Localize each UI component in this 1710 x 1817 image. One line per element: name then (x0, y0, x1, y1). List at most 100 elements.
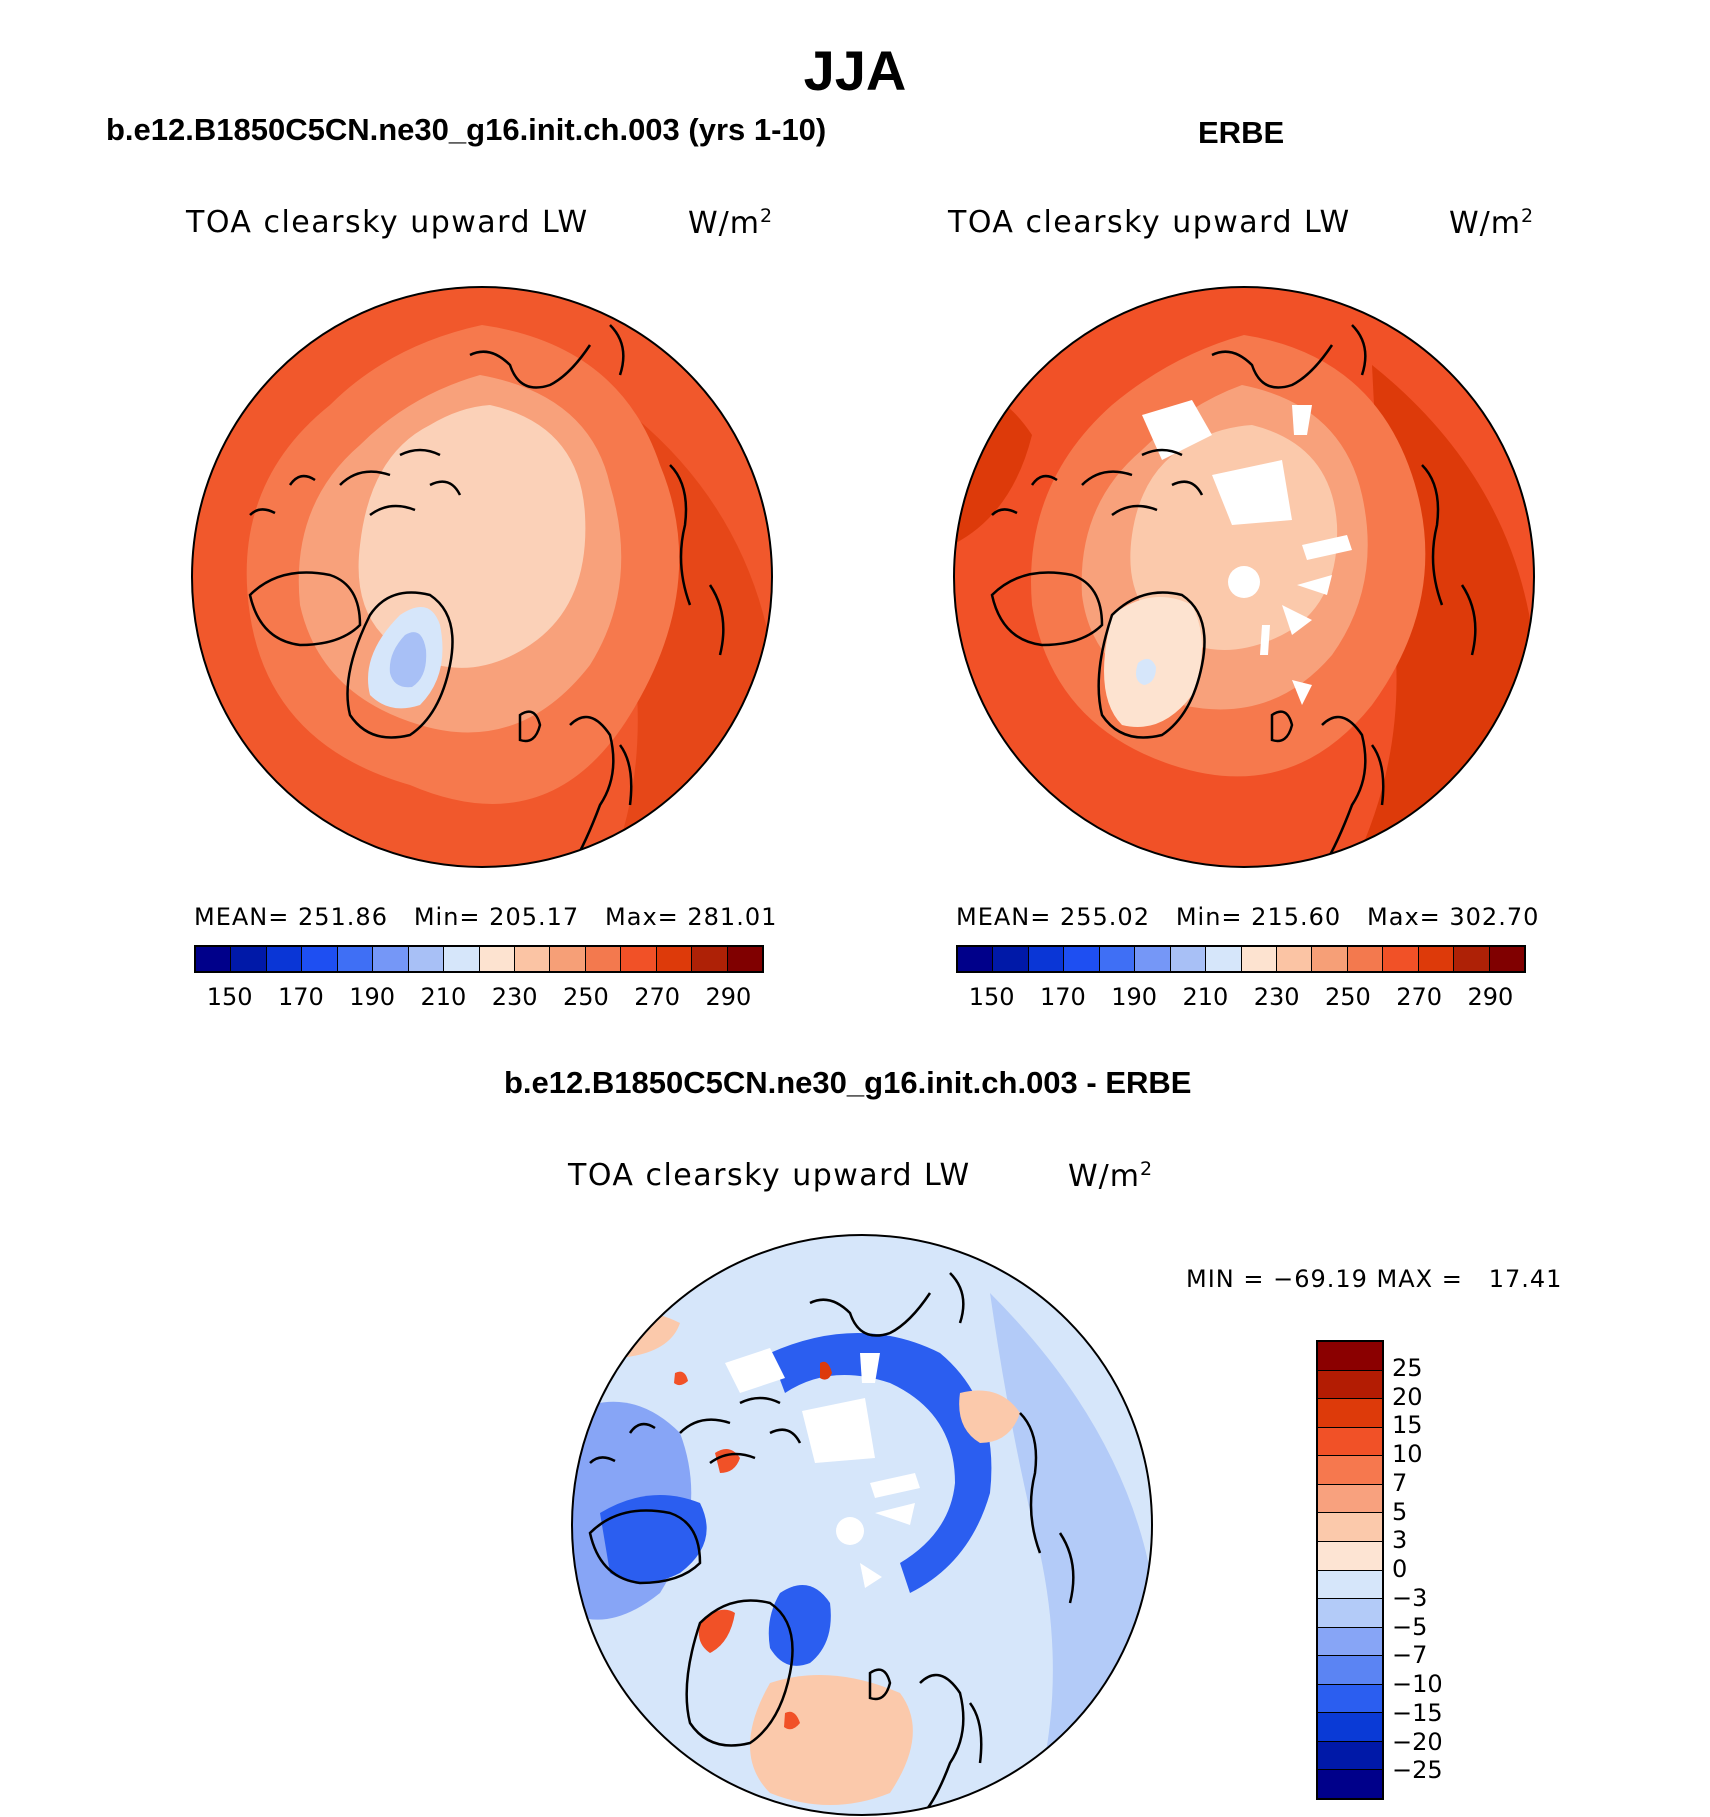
left-polar-map (191, 286, 773, 868)
right-colorbar-swatch (1347, 947, 1384, 971)
left-variable-label: TOA clearsky upward LW (186, 205, 589, 240)
left-colorbar-swatch (266, 947, 303, 971)
diff-map-hot-5 (674, 1371, 688, 1386)
diff-colorbar-tick-label: 7 (1392, 1468, 1408, 1497)
diff-map-warm-south (750, 1675, 913, 1805)
diff-colorbar-tick-label: 10 (1392, 1440, 1423, 1468)
left-colorbar-swatch (727, 947, 762, 971)
right-colorbar-tick-label: 150 (968, 983, 1015, 1011)
main-title: JJA (803, 39, 907, 102)
diff-colorbar-tick-label: −15 (1392, 1698, 1443, 1727)
diff-minmax: MIN = −69.19 MAX = 17.41 (1186, 1265, 1563, 1293)
diff-variable-label: TOA clearsky upward LW (568, 1158, 971, 1193)
diff-colorbar-swatch (1318, 1456, 1382, 1485)
right-colorbar-swatch (1170, 947, 1207, 971)
left-colorbar-swatch (692, 947, 728, 971)
left-colorbar-tick-label: 290 (705, 983, 752, 1011)
left-stats: MEAN= 251.86 Min= 205.17 Max= 281.01 (194, 903, 778, 931)
diff-colorbar-swatch (1318, 1656, 1382, 1685)
diff-colorbar-swatch (1318, 1684, 1382, 1714)
left-colorbar-swatch (621, 947, 657, 971)
diff-colorbar-swatch (1318, 1427, 1382, 1457)
diff-colorbar-tick-label: −20 (1392, 1727, 1443, 1756)
left-map-inner (358, 405, 586, 668)
diff-colorbar-tick-label: 20 (1392, 1382, 1423, 1411)
diff-colorbar-swatch (1318, 1399, 1382, 1428)
diff-colorbar-swatch (1318, 1370, 1382, 1400)
diff-map-blue-greenland (768, 1585, 831, 1666)
diff-colorbar-swatch (1318, 1484, 1382, 1514)
left-colorbar (194, 945, 764, 973)
right-colorbar-swatch (1135, 947, 1171, 971)
diff-colorbar-swatch (1318, 1541, 1382, 1571)
diff-map-coastlines (588, 1272, 1075, 1815)
right-map-greenland-cold (1136, 658, 1156, 685)
left-colorbar-ticks: 150 170 190 210 230 250 270 290 (194, 983, 764, 1013)
right-colorbar-swatch (1099, 947, 1136, 971)
left-colorbar-swatch (656, 947, 693, 971)
right-colorbar-tick-label: 190 (1111, 983, 1158, 1011)
diff-colorbar-tick-label: 0 (1392, 1555, 1408, 1583)
right-colorbar-swatch (1383, 947, 1419, 971)
left-colorbar-tick-label: 170 (277, 983, 324, 1011)
diff-colorbar-swatch (1318, 1713, 1382, 1742)
right-colorbar-tick-label: 290 (1467, 983, 1514, 1011)
diff-map-missing-data (725, 1348, 920, 1588)
diff-colorbar (1316, 1340, 1384, 1800)
diff-colorbar-tick-label: 15 (1392, 1411, 1423, 1440)
diff-units-label: W/m2 (1068, 1158, 1154, 1194)
right-colorbar-tick-label: 230 (1253, 983, 1300, 1011)
diff-colorbar-swatch (1318, 1342, 1382, 1371)
left-colorbar-tick-label: 190 (349, 983, 396, 1011)
left-colorbar-swatch (550, 947, 586, 971)
left-colorbar-swatch (337, 947, 374, 971)
left-map-coastlines (248, 324, 725, 867)
right-colorbar-swatch (1028, 947, 1065, 971)
diff-colorbar-swatch (1318, 1741, 1382, 1771)
right-colorbar-swatch (1276, 947, 1313, 971)
diff-colorbar-tick-label: 25 (1392, 1353, 1423, 1382)
left-panel-title: b.e12.B1850C5CN.ne30_g16.init.ch.003 (yr… (106, 112, 827, 147)
diff-colorbar-tick-label: 3 (1392, 1526, 1408, 1555)
left-map-border (191, 286, 773, 868)
diff-colorbar-tick-label: −7 (1392, 1641, 1428, 1670)
right-panel-title: ERBE (1198, 115, 1285, 150)
right-colorbar-swatch (958, 947, 994, 971)
diff-colorbar-tick-label: −10 (1392, 1670, 1443, 1698)
left-colorbar-swatch (408, 947, 445, 971)
left-colorbar-swatch (444, 947, 480, 971)
diff-colorbar-tick-label: −25 (1392, 1756, 1443, 1785)
diff-map-hot-3 (820, 1361, 832, 1380)
right-map-border (953, 286, 1535, 868)
left-colorbar-swatch (514, 947, 551, 971)
diff-map-hot-1 (698, 1609, 735, 1653)
diff-colorbar-tick-label: 5 (1392, 1497, 1408, 1526)
right-colorbar-tick-label: 270 (1396, 983, 1443, 1011)
diff-colorbar-swatch (1318, 1770, 1382, 1798)
diff-map-blue-ring (770, 1333, 992, 1593)
left-colorbar-swatch (302, 947, 338, 971)
diff-colorbar-swatch (1318, 1599, 1382, 1628)
left-colorbar-swatch (479, 947, 515, 971)
right-colorbar-swatch (1454, 947, 1490, 971)
left-colorbar-tick-label: 210 (420, 983, 467, 1011)
left-colorbar-swatch (373, 947, 409, 971)
right-colorbar (956, 945, 1526, 973)
diff-colorbar-tick-label: −3 (1392, 1583, 1428, 1612)
right-colorbar-tick-label: 170 (1039, 983, 1086, 1011)
right-map-coastlines (990, 324, 1477, 867)
right-polar-map (953, 286, 1535, 868)
diff-map-warm-east (959, 1390, 1020, 1443)
diff-colorbar-swatch (1318, 1570, 1382, 1600)
diff-colorbar-swatch (1318, 1513, 1382, 1542)
right-stats: MEAN= 255.02 Min= 215.60 Max= 302.70 (956, 903, 1540, 931)
right-colorbar-swatch (1489, 947, 1524, 971)
left-colorbar-tick-label: 230 (491, 983, 538, 1011)
left-colorbar-tick-label: 250 (562, 983, 609, 1011)
right-colorbar-tick-label: 250 (1324, 983, 1371, 1011)
left-colorbar-swatch (231, 947, 267, 971)
left-colorbar-tick-label: 270 (634, 983, 681, 1011)
right-units-label: W/m2 (1449, 205, 1535, 241)
right-map-missing-data (1142, 400, 1352, 705)
diff-colorbar-tick-label: −5 (1392, 1612, 1428, 1641)
